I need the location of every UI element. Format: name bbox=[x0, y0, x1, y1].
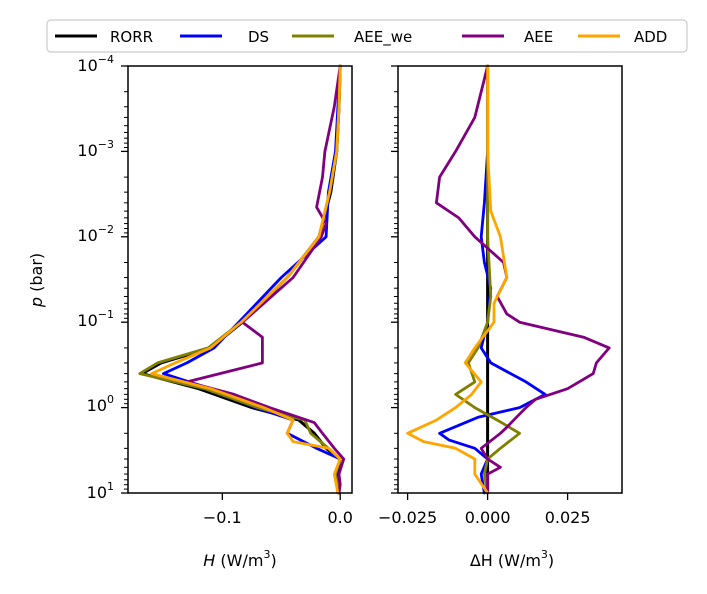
x-axis-label-right: ΔH (W/m3) bbox=[470, 548, 554, 570]
series-line-left-aee bbox=[185, 64, 346, 495]
series-line-right-add bbox=[406, 64, 509, 495]
x-tick-label: −0.1 bbox=[203, 508, 242, 527]
series-line-right-aee bbox=[434, 64, 611, 495]
y-tick-label: 10−3 bbox=[77, 138, 114, 160]
x-tick-label: 0.000 bbox=[465, 508, 511, 527]
plot-frame-left bbox=[127, 65, 353, 494]
panel-left: −0.1 0.0 bbox=[121, 64, 353, 527]
y-axis-label-var: p bbox=[27, 297, 46, 308]
legend-label-add: ADD bbox=[634, 28, 667, 46]
panel-right: −0.025 0.000 0.025 bbox=[378, 64, 623, 527]
x-axis-label-left: H (W/m3) bbox=[203, 548, 276, 570]
legend: RORR DS AEE_we AEE ADD bbox=[46, 19, 688, 53]
x-tick-label: 0.025 bbox=[545, 508, 591, 527]
y-axis-label-unit: (bar) bbox=[27, 253, 46, 297]
legend-label-aee-we: AEE_we bbox=[354, 28, 412, 47]
plot-frame-right bbox=[397, 65, 623, 494]
y-tick-label: 100 bbox=[87, 393, 114, 415]
y-tick-label: 10−4 bbox=[77, 53, 114, 75]
series-line-left-add bbox=[150, 64, 342, 495]
x-tick-label: 0.0 bbox=[327, 508, 352, 527]
y-tick-labels: 10−4 10−3 10−2 10−1 100 101 bbox=[77, 53, 114, 502]
y-tick-label: 101 bbox=[87, 480, 114, 502]
legend-label-rorr: RORR bbox=[110, 28, 153, 46]
y-axis-label: p (bar) bbox=[27, 253, 46, 308]
x-tick-label: −0.025 bbox=[378, 508, 437, 527]
legend-label-aee: AEE bbox=[524, 28, 553, 46]
legend-label-ds: DS bbox=[248, 28, 269, 46]
legend-frame bbox=[46, 19, 688, 53]
y-tick-label: 10−1 bbox=[77, 308, 114, 330]
y-tick-label: 10−2 bbox=[77, 223, 114, 245]
series-line-right-aee-we bbox=[454, 64, 521, 495]
series-line-right-ds bbox=[438, 64, 547, 495]
